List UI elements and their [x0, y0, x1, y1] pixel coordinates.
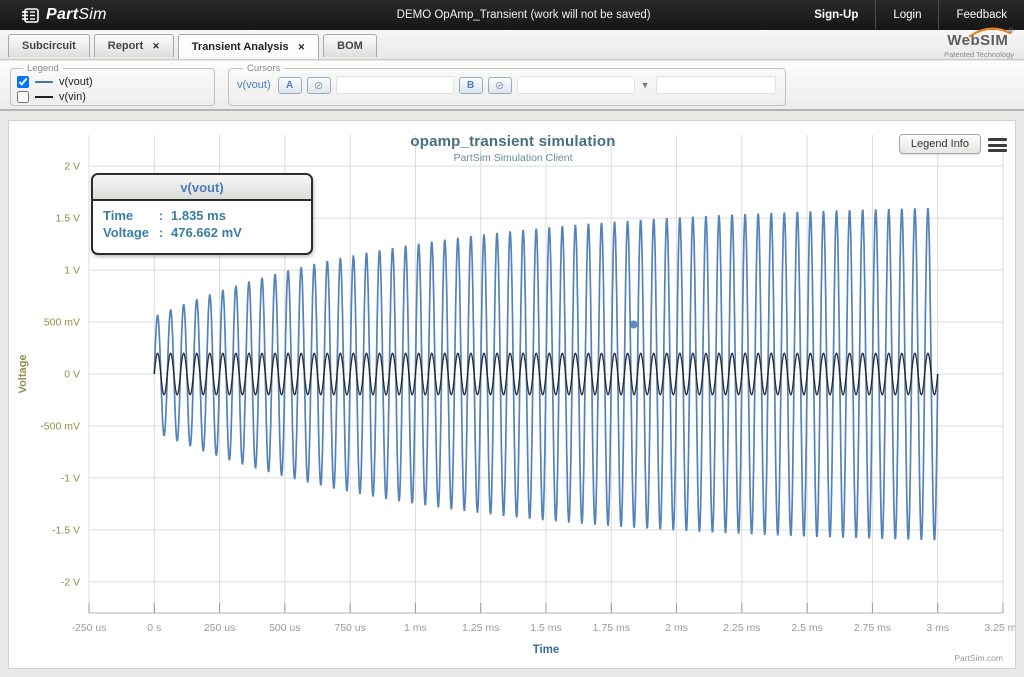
vout-label: v(vout): [59, 75, 93, 88]
cursors-fieldset: Cursors v(vout) A ⊘ B ⊘ ▼: [228, 63, 786, 106]
tab-subcircuit[interactable]: Subcircuit: [8, 34, 90, 57]
vin-line-swatch: [35, 95, 53, 98]
svg-text:Voltage: Voltage: [17, 355, 29, 394]
vout-line-swatch: [35, 80, 53, 83]
svg-text:2 ms: 2 ms: [665, 622, 688, 634]
svg-text:0 s: 0 s: [147, 622, 161, 634]
svg-text:3.25 ms: 3.25 ms: [984, 622, 1015, 634]
tooltip-title: v(vout): [93, 175, 311, 201]
signup-link[interactable]: Sign-Up: [814, 9, 859, 21]
brand-name: PartSim: [46, 6, 107, 23]
waveform-plot[interactable]: -250 us 0 s 250 us 500 us 750 us 1 ms 1.25 ms 1…: [9, 121, 1022, 668]
chart-subtitle: PartSim Simulation Client: [453, 152, 573, 164]
tab-report[interactable]: Report ✕: [93, 34, 174, 57]
svg-text:1 V: 1 V: [64, 265, 80, 277]
document-title: DEMO OpAmp_Transient (work will not be s…: [396, 9, 651, 21]
svg-text:1.5 ms: 1.5 ms: [530, 622, 562, 634]
cursor-signal-label: v(vout): [237, 79, 271, 91]
legend-item-vout: v(vout): [17, 74, 208, 89]
login-link[interactable]: Login: [875, 0, 938, 30]
chevron-down-icon[interactable]: ▼: [640, 80, 650, 90]
legend-fieldset: Legend v(vout) v(vin): [10, 63, 215, 106]
vout-checkbox[interactable]: [17, 75, 29, 88]
cursor-b-clear-icon[interactable]: ⊘: [487, 76, 512, 94]
svg-text:1.25 ms: 1.25 ms: [462, 622, 499, 634]
vin-label: v(vin): [59, 90, 86, 103]
svg-text:Time: Time: [533, 644, 560, 656]
websim-wordmark: WebSIM®: [947, 27, 1014, 49]
svg-text:1 ms: 1 ms: [404, 622, 427, 634]
websim-logo: WebSIM® Patented Technology: [944, 27, 1014, 59]
chart-title: opamp_transient simulation: [410, 133, 616, 150]
svg-text:500 mV: 500 mV: [44, 317, 80, 329]
legend-info-button[interactable]: Legend Info: [898, 134, 981, 154]
svg-text:500 us: 500 us: [269, 622, 301, 634]
svg-text:1.5 V: 1.5 V: [55, 213, 80, 225]
cursor-tooltip: v(vout) Time:1.835 ms Voltage:476.662 mV: [91, 173, 313, 255]
cursor-b-button[interactable]: B: [458, 76, 483, 94]
svg-text:3 ms: 3 ms: [926, 622, 949, 634]
svg-text:2.25 ms: 2.25 ms: [723, 622, 760, 634]
svg-text:0 V: 0 V: [64, 369, 80, 381]
cursor-b-value-field[interactable]: [516, 76, 635, 94]
partsim-chip-icon: [22, 7, 39, 23]
feedback-link[interactable]: Feedback: [938, 0, 1024, 30]
svg-text:250 us: 250 us: [204, 622, 236, 634]
close-icon[interactable]: ✕: [152, 40, 160, 51]
vin-checkbox[interactable]: [17, 90, 29, 103]
cursors-fieldset-title: Cursors: [247, 63, 281, 74]
websim-swoosh-icon: [968, 27, 1012, 38]
svg-text:-500 mV: -500 mV: [40, 420, 80, 432]
tab-bom[interactable]: BOM: [323, 34, 377, 57]
svg-text:1.75 ms: 1.75 ms: [593, 622, 630, 634]
legend-fieldset-title: Legend: [27, 63, 59, 74]
chart-container: -250 us 0 s 250 us 500 us 750 us 1 ms 1.25 ms 1…: [8, 120, 1022, 669]
svg-text:2.75 ms: 2.75 ms: [854, 622, 891, 634]
menu-icon[interactable]: [988, 138, 1007, 155]
svg-text:-250 us: -250 us: [71, 622, 106, 634]
svg-text:-2 V: -2 V: [61, 576, 80, 588]
legend-item-vin: v(vin): [17, 89, 208, 104]
tab-strip: Subcircuit Report ✕ Transient Analysis ✕…: [0, 27, 1024, 60]
svg-text:PartSim.com: PartSim.com: [954, 653, 1003, 663]
svg-text:-1 V: -1 V: [61, 472, 80, 484]
cursor-a-value-field[interactable]: [335, 76, 454, 94]
svg-text:750 us: 750 us: [334, 622, 366, 634]
topbar-links: Sign-Up Login Feedback: [797, 0, 1024, 30]
svg-text:-1.5 V: -1.5 V: [52, 524, 80, 536]
tooltip-voltage-row: Voltage:476.662 mV: [103, 225, 242, 240]
websim-tagline: Patented Technology: [944, 50, 1014, 59]
tool-panel: Legend v(vout) v(vin) Cursors v(vout) A …: [0, 61, 1024, 111]
topbar: PartSim DEMO OpAmp_Transient (work will …: [0, 0, 1024, 30]
close-icon[interactable]: ✕: [297, 41, 306, 52]
svg-text:2.5 ms: 2.5 ms: [791, 622, 823, 634]
tab-transient-analysis[interactable]: Transient Analysis ✕: [177, 34, 320, 59]
cursor-a-clear-icon[interactable]: ⊘: [306, 76, 331, 94]
partsim-logo[interactable]: PartSim: [0, 6, 250, 24]
tooltip-time-row: Time:1.835 ms: [103, 208, 226, 223]
svg-text:2 V: 2 V: [64, 161, 80, 173]
cursor-delta-field[interactable]: [655, 76, 776, 94]
cursor-a-button[interactable]: A: [277, 76, 302, 94]
